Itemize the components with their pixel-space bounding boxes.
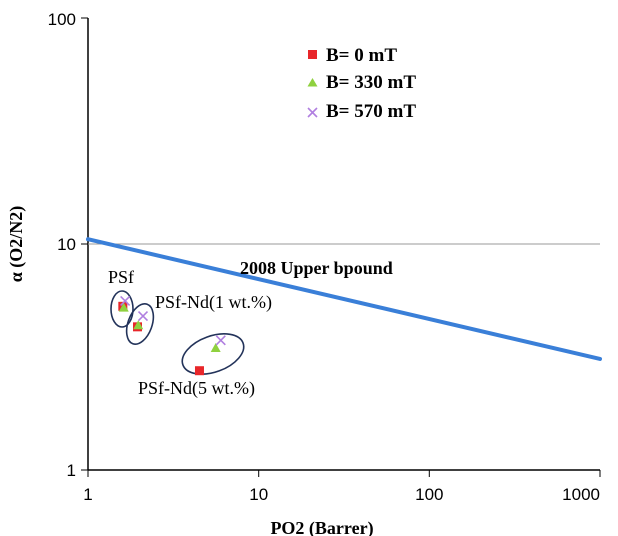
legend-label: B= 570 mT [326, 101, 416, 122]
group-ellipse-psf-nd-5 [181, 333, 245, 375]
legend-label: B= 330 mT [326, 72, 416, 93]
legend-marker-square [308, 50, 317, 59]
group-ellipse-psf [110, 290, 134, 328]
data-point-x [120, 295, 131, 306]
y-axis-title: α (O2/N2) [6, 206, 27, 283]
annotation-psf: PSf [108, 267, 134, 287]
upper-bound-line [86, 237, 602, 361]
data-point-triangle [210, 342, 221, 352]
data-point-square [194, 366, 204, 376]
data-point-triangle [133, 320, 144, 330]
x-tick-label: 100 [415, 485, 443, 504]
x-axis-ticks [87, 470, 601, 477]
x-axis-title: PO2 (Barrer) [270, 518, 373, 536]
annotation-psf-nd-1: PSf-Nd(1 wt.%) [155, 292, 272, 313]
data-point-triangle [118, 302, 129, 312]
legend-marker-triangle [307, 78, 318, 87]
group-ellipse-psf-nd-1 [125, 303, 155, 345]
y-tick-label: 1 [67, 461, 76, 480]
x-tick-label: 10 [249, 485, 268, 504]
annotation-psf-nd-5: PSf-Nd(5 wt.%) [138, 378, 255, 399]
data-point-x [137, 310, 149, 322]
upper-bound-label: 2008 Upper bpound [240, 258, 393, 278]
legend-label: B= 0 mT [326, 45, 397, 66]
legend-marker-x [307, 107, 318, 118]
data-points [118, 295, 226, 376]
data-point-x [215, 335, 226, 346]
legend: B= 0 mT B= 330 mT B= 570 mT [307, 45, 416, 122]
y-tick-label: 100 [48, 10, 76, 29]
y-tick-label: 10 [57, 235, 76, 254]
x-tick-label: 1000 [562, 485, 600, 504]
x-tick-label: 1 [83, 485, 92, 504]
y-axis-ticks [81, 17, 88, 471]
